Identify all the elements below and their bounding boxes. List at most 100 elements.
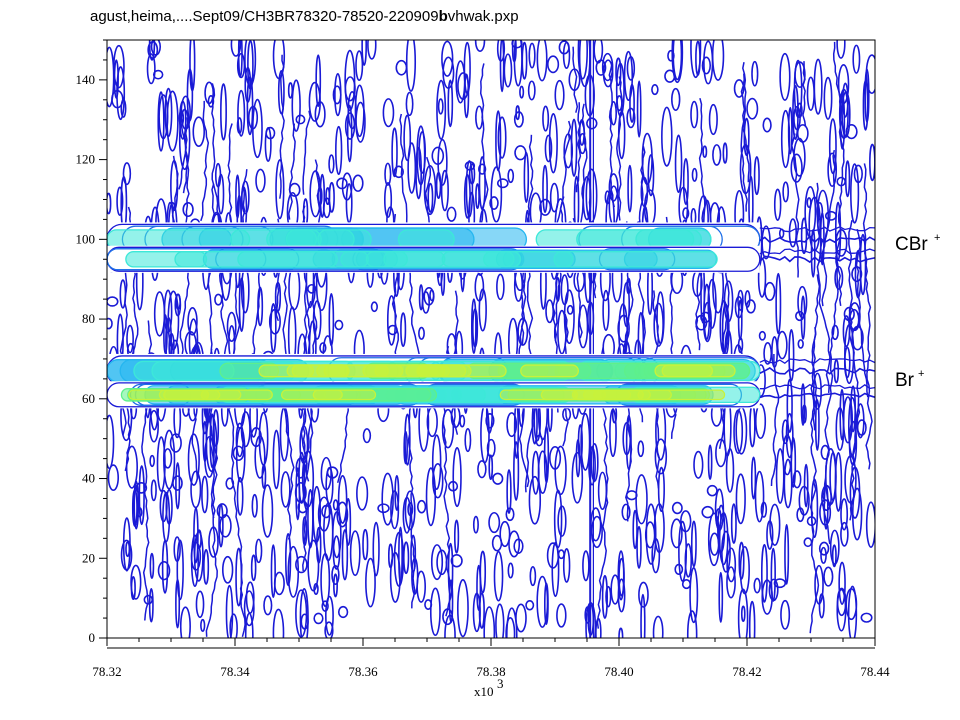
noise-contour <box>237 40 243 78</box>
noise-contour <box>823 76 833 120</box>
noise-contour <box>152 69 164 80</box>
noise-streak <box>288 123 296 220</box>
noise-contour <box>464 428 472 453</box>
noise-contour <box>217 173 225 215</box>
noise-contour <box>499 520 511 548</box>
noise-contour <box>326 466 339 479</box>
noise-contour <box>400 312 407 348</box>
noise-contour <box>578 132 587 155</box>
band-contour <box>258 364 315 378</box>
noise-contour <box>162 491 171 543</box>
noise-contour <box>280 471 291 508</box>
noise-contour <box>394 474 400 511</box>
noise-contour <box>610 574 620 605</box>
noise-contour <box>107 414 115 470</box>
noise-contour <box>850 163 860 224</box>
noise-contour <box>295 555 308 574</box>
noise-contour <box>261 463 267 489</box>
noise-contour <box>586 117 598 130</box>
noise-contour <box>801 404 807 424</box>
noise-contour <box>651 537 661 574</box>
noise-streak <box>809 327 820 634</box>
noise-streak <box>424 156 432 224</box>
noise-contour <box>382 98 395 128</box>
noise-contour <box>839 388 845 441</box>
noise-contour <box>372 521 380 577</box>
noise-contour <box>270 303 277 353</box>
noise-contour <box>355 101 366 143</box>
noise-contour <box>474 272 485 302</box>
noise-contour <box>116 186 124 216</box>
noise-contour <box>792 84 799 140</box>
noise-contour <box>312 485 322 543</box>
noise-contour <box>845 124 858 140</box>
noise-contour <box>651 84 659 96</box>
noise-contour <box>200 618 206 632</box>
noise-contour <box>849 466 861 519</box>
noise-contour <box>148 409 159 443</box>
noise-contour <box>833 359 840 384</box>
title-bold-part: b <box>438 8 448 25</box>
noise-contour <box>740 605 746 623</box>
noise-contour <box>176 539 184 601</box>
band-tail <box>759 367 875 375</box>
noise-contour <box>513 111 524 128</box>
noise-contour <box>272 608 285 638</box>
noise-contour <box>244 40 257 87</box>
noise-contour <box>495 603 505 638</box>
noise-contour <box>182 202 194 218</box>
noise-contour <box>486 438 496 458</box>
noise-contour <box>332 499 339 511</box>
noise-streak <box>815 182 831 393</box>
x-tick-label: 78.36 <box>348 664 378 679</box>
noise-contour <box>497 116 507 159</box>
noise-contour <box>337 475 348 524</box>
noise-contour <box>483 606 496 638</box>
noise-contour <box>824 210 837 221</box>
noise-contour <box>636 80 642 138</box>
noise-contour <box>640 593 646 638</box>
noise-contour <box>308 81 321 122</box>
noise-contour <box>416 125 426 186</box>
noise-contour <box>393 165 404 179</box>
band-tail <box>759 383 875 390</box>
noise-contour <box>237 89 246 137</box>
noise-contour <box>835 406 845 451</box>
noise-contour <box>505 607 518 638</box>
noise-contour <box>840 521 849 547</box>
noise-contour <box>737 337 744 354</box>
noise-contour <box>681 579 692 590</box>
noise-contour <box>307 283 317 294</box>
noise-contour <box>726 547 737 583</box>
noise-streak <box>742 62 750 183</box>
noise-contour <box>149 552 155 579</box>
noise-contour <box>477 460 487 479</box>
noise-contour <box>361 40 367 66</box>
noise-contour <box>536 40 548 82</box>
noise-contour <box>295 467 301 521</box>
noise-contour <box>187 433 200 486</box>
noise-contour <box>796 507 805 523</box>
noise-contour <box>247 105 259 130</box>
band-contour <box>365 251 446 268</box>
noise-contour <box>328 181 335 213</box>
noise-contour <box>788 329 795 382</box>
noise-contour <box>478 163 487 175</box>
noise-contour <box>577 40 589 80</box>
noise-contour <box>852 44 861 74</box>
y-tick-label: 0 <box>89 630 96 645</box>
noise-contour <box>229 613 238 638</box>
noise-contour <box>760 543 768 603</box>
noise-contour <box>313 612 324 625</box>
noise-contour <box>823 566 834 587</box>
noise-streak <box>302 300 314 572</box>
band-tail <box>759 235 875 244</box>
noise-contour <box>325 595 334 636</box>
noise-contour <box>638 581 649 608</box>
noise-streak <box>810 274 821 431</box>
noise-contour <box>781 419 790 445</box>
noise-streak <box>821 149 836 307</box>
noise-contour <box>328 293 335 347</box>
noise-contour <box>847 585 858 638</box>
noise-streak <box>575 102 582 193</box>
